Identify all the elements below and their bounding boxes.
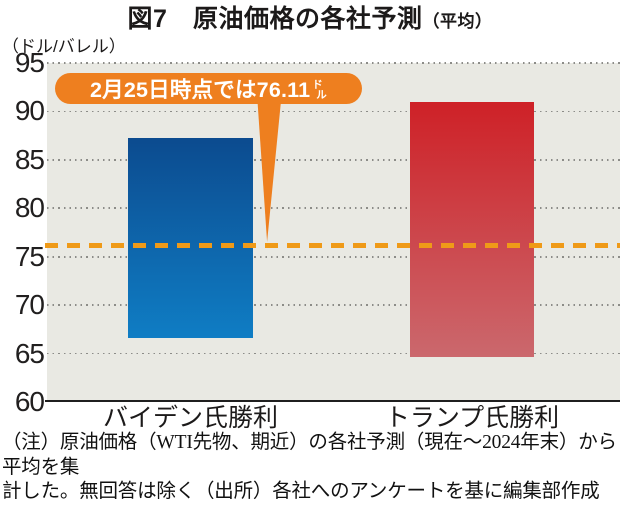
y-tick-label-60: 60 bbox=[14, 386, 45, 417]
chart-title: 図7 原油価格の各社予測（平均） bbox=[0, 4, 620, 37]
x-axis-line bbox=[45, 400, 620, 403]
y-tick-label-70: 70 bbox=[14, 289, 45, 321]
current-price-dashed-line bbox=[45, 243, 620, 249]
gridline-95 bbox=[47, 62, 620, 64]
range-bar-biden-win bbox=[128, 137, 253, 339]
gridline-65 bbox=[47, 352, 620, 355]
y-axis-unit-label: （ドル/バレル） bbox=[2, 37, 126, 56]
y-tick-label-75: 75 bbox=[14, 240, 45, 272]
dollar-unit-bottom: ル bbox=[316, 88, 327, 101]
gridline-90 bbox=[47, 110, 620, 113]
callout-text: 2月25日時点では76.11 bbox=[90, 78, 311, 102]
x-label-biden-win: バイデン氏勝利 bbox=[102, 404, 278, 432]
note-line-1: （注）原油価格（WTI先物、期近）の各社予測（現在～2024年末）から平均を集 bbox=[2, 432, 617, 478]
source-note: （注）原油価格（WTI先物、期近）の各社予測（現在～2024年末）から平均を集 … bbox=[2, 431, 618, 505]
range-bar-trump-win bbox=[410, 101, 534, 358]
chart-figure: 図7 原油価格の各社予測（平均） （ドル/バレル） 95 90 85 80 75 70 65… bbox=[0, 4, 620, 502]
y-tick-label-90: 90 bbox=[14, 95, 45, 127]
chart-title-main: 図7 原油価格の各社予測 bbox=[127, 5, 423, 33]
price-callout: 2月25日時点では76.11 ドル bbox=[55, 73, 362, 104]
dollar-unit-top: ド bbox=[312, 79, 323, 91]
gridline-85 bbox=[47, 159, 620, 161]
gridline-70 bbox=[47, 304, 620, 306]
x-label-trump-win: トランプ氏勝利 bbox=[384, 404, 560, 432]
gridline-75 bbox=[47, 255, 620, 258]
gridline-80 bbox=[47, 207, 620, 210]
chart-title-suffix: （平均） bbox=[422, 12, 493, 31]
y-tick-label-95: 95 bbox=[14, 47, 45, 78]
y-tick-label-65: 65 bbox=[14, 337, 45, 369]
y-tick-label-85: 85 bbox=[14, 143, 45, 175]
y-tick-label-80: 80 bbox=[14, 192, 45, 224]
dollar-unit-label: ドル bbox=[312, 79, 327, 101]
